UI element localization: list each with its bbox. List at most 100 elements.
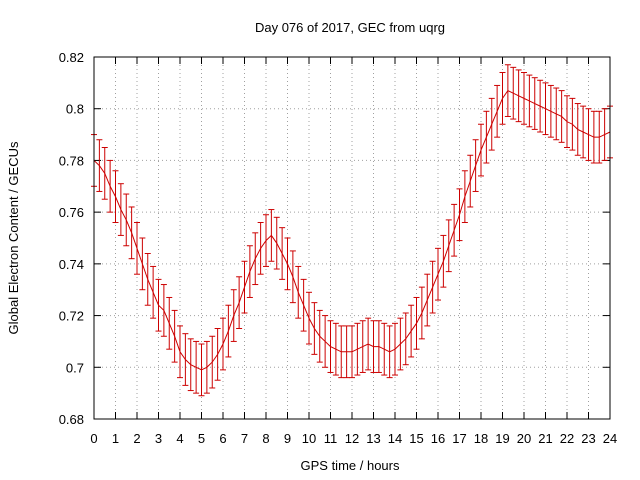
error-bar (483, 110, 490, 164)
x-tick-label: 6 (219, 431, 226, 446)
x-tick-label: 19 (495, 431, 509, 446)
error-bar (349, 325, 355, 379)
error-bar (547, 84, 554, 138)
error-bar (580, 105, 587, 159)
chart-title: Day 076 of 2017, GEC from uqrg (255, 20, 445, 35)
x-tick-label: 16 (431, 431, 445, 446)
error-bar (515, 69, 522, 123)
error-bar (585, 108, 592, 161)
error-bar (209, 335, 216, 389)
error-bar (504, 64, 511, 117)
error-bar (150, 265, 157, 319)
x-axis-title: GPS time / hours (301, 458, 400, 473)
x-tick-label: 21 (538, 431, 552, 446)
plot-frame (93, 56, 611, 420)
error-bar (601, 108, 608, 161)
error-bar (526, 74, 533, 128)
y-tick-label: 0.68 (59, 412, 84, 427)
error-bar (451, 203, 458, 257)
x-tick-label: 23 (581, 431, 595, 446)
error-bar (123, 193, 130, 247)
error-bar (354, 322, 361, 376)
error-bar (494, 84, 501, 138)
x-tick-label: 4 (176, 431, 183, 446)
error-bar (445, 219, 452, 273)
error-bar (284, 237, 291, 291)
x-tick-label: 2 (133, 431, 140, 446)
y-tick-label: 0.8 (66, 102, 84, 117)
error-bar (166, 296, 173, 350)
error-bar (440, 234, 447, 288)
error-bar (542, 82, 549, 136)
error-bar (246, 245, 253, 298)
error-bar (236, 276, 243, 329)
x-tick-label: 8 (262, 431, 269, 446)
error-bar (316, 309, 323, 363)
error-bar (263, 214, 269, 267)
error-bar (225, 304, 232, 358)
error-bar (499, 72, 506, 125)
error-bar (435, 247, 441, 301)
error-bar (311, 302, 318, 355)
error-bar (531, 77, 538, 130)
error-bar (117, 183, 124, 236)
error-bar (134, 221, 140, 275)
error-bar (553, 87, 560, 141)
x-tick-label: 13 (366, 431, 380, 446)
error-bar (365, 317, 372, 371)
x-tick-label: 0 (90, 431, 97, 446)
error-bar (537, 79, 544, 133)
error-bar (295, 265, 302, 319)
error-bar (397, 317, 404, 371)
error-bar (488, 97, 495, 151)
error-bar (558, 90, 565, 143)
error-bar (252, 232, 259, 286)
error-bar (198, 343, 205, 397)
x-tick-label: 15 (409, 431, 423, 446)
error-bar (521, 72, 527, 125)
error-bar (472, 139, 479, 192)
error-bar (241, 260, 248, 314)
error-bar (160, 284, 167, 337)
error-bar (424, 273, 431, 327)
error-bar (510, 66, 517, 120)
error-bar (182, 333, 189, 386)
error-bar (155, 278, 162, 332)
y-tick-label: 0.72 (59, 309, 84, 324)
error-bar (461, 170, 468, 223)
error-bar (478, 123, 484, 177)
error-bar (590, 110, 597, 164)
y-axis-title: Global Electron Content / GECUs (6, 141, 21, 334)
error-bar (386, 325, 393, 379)
y-tick-label: 0.78 (59, 153, 84, 168)
error-bar (139, 237, 146, 291)
error-bar (429, 260, 436, 314)
x-tick-label: 1 (112, 431, 119, 446)
x-tick-label: 11 (324, 431, 338, 446)
x-tick-label: 7 (241, 431, 248, 446)
error-bar (171, 309, 178, 363)
x-tick-label: 22 (560, 431, 574, 446)
error-bar (144, 253, 151, 306)
error-bar (327, 320, 334, 373)
error-bar (381, 322, 388, 376)
x-tick-label: 5 (198, 431, 205, 446)
error-bar (456, 188, 463, 242)
error-bar (230, 289, 237, 342)
y-tick-label: 0.82 (59, 50, 84, 65)
error-bar (279, 227, 286, 280)
error-bar (343, 325, 350, 379)
error-bar (306, 291, 312, 345)
x-tick-label: 24 (603, 431, 617, 446)
error-bar (322, 315, 329, 368)
error-bar (564, 95, 570, 148)
y-tick-labels: 0.68 0.7 0.72 0.74 0.76 0.78 0.8 0.82 (59, 50, 84, 427)
y-tick-label: 0.7 (66, 360, 84, 375)
error-bar (220, 317, 226, 371)
error-bar (112, 170, 119, 223)
error-bar (128, 206, 135, 260)
x-tick-label: 12 (345, 431, 359, 446)
x-tick-label: 20 (517, 431, 531, 446)
error-bar (332, 322, 339, 376)
